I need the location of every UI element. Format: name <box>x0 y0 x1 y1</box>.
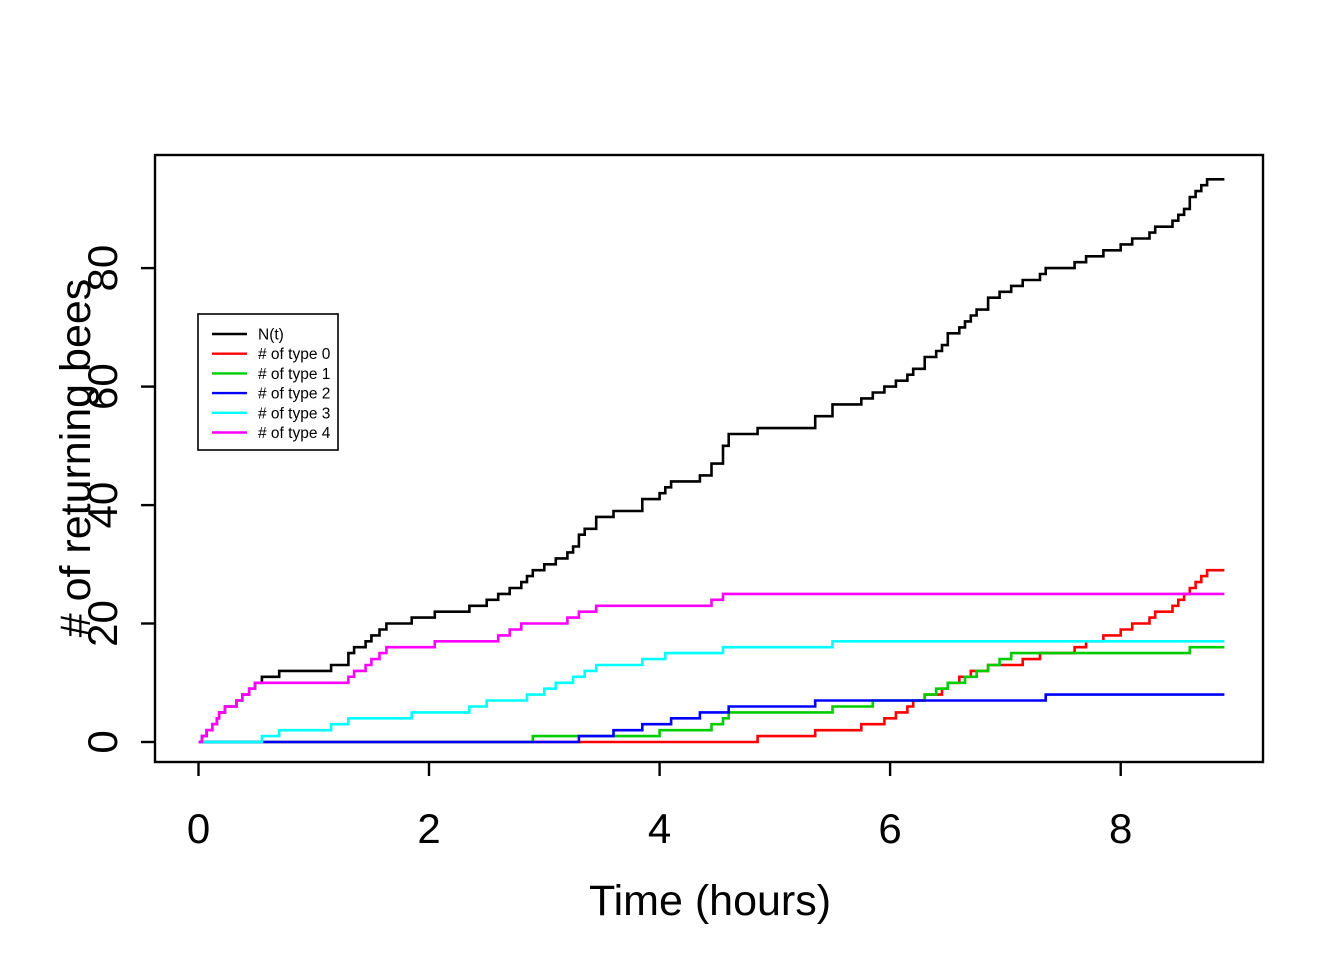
series-line-n-t- <box>198 178 1225 744</box>
y-tick-label: 20 <box>79 600 126 647</box>
series-line--of-type-0 <box>198 568 1225 744</box>
series-group <box>198 178 1225 744</box>
series-line--of-type-1 <box>198 645 1225 744</box>
series-line--of-type-3 <box>198 640 1225 744</box>
x-tick-label: 4 <box>648 805 671 852</box>
y-tick-label: 0 <box>79 730 126 753</box>
y-axis: 0 20 40 60 80 <box>79 245 155 754</box>
plot-area <box>153 153 1265 764</box>
legend-label: N(t) <box>258 327 284 344</box>
legend-label: # of type 3 <box>258 405 330 422</box>
series-line--of-type-4 <box>198 592 1225 744</box>
y-tick-label: 80 <box>79 245 126 292</box>
legend-label: # of type 2 <box>258 386 330 403</box>
x-tick-label: 0 <box>187 805 210 852</box>
legend-label: # of type 0 <box>258 346 331 363</box>
x-tick-label: 8 <box>1109 805 1132 852</box>
x-tick-label: 2 <box>417 805 440 852</box>
legend-label: # of type 1 <box>258 366 330 383</box>
x-tick-label: 6 <box>878 805 901 852</box>
series-line--of-type-2 <box>198 693 1225 744</box>
legend: N(t) # of type 0 # of type 1 # of type 2 # o… <box>197 313 339 451</box>
legend-box <box>197 313 339 451</box>
y-tick-label: 60 <box>79 363 126 410</box>
x-axis-title: Time (hours) <box>589 877 831 925</box>
y-axis-title: # of returning bees <box>52 279 100 638</box>
legend-label: # of type 4 <box>258 425 331 442</box>
x-axis: 0 2 4 6 8 <box>187 762 1132 852</box>
y-tick-label: 40 <box>79 482 126 529</box>
